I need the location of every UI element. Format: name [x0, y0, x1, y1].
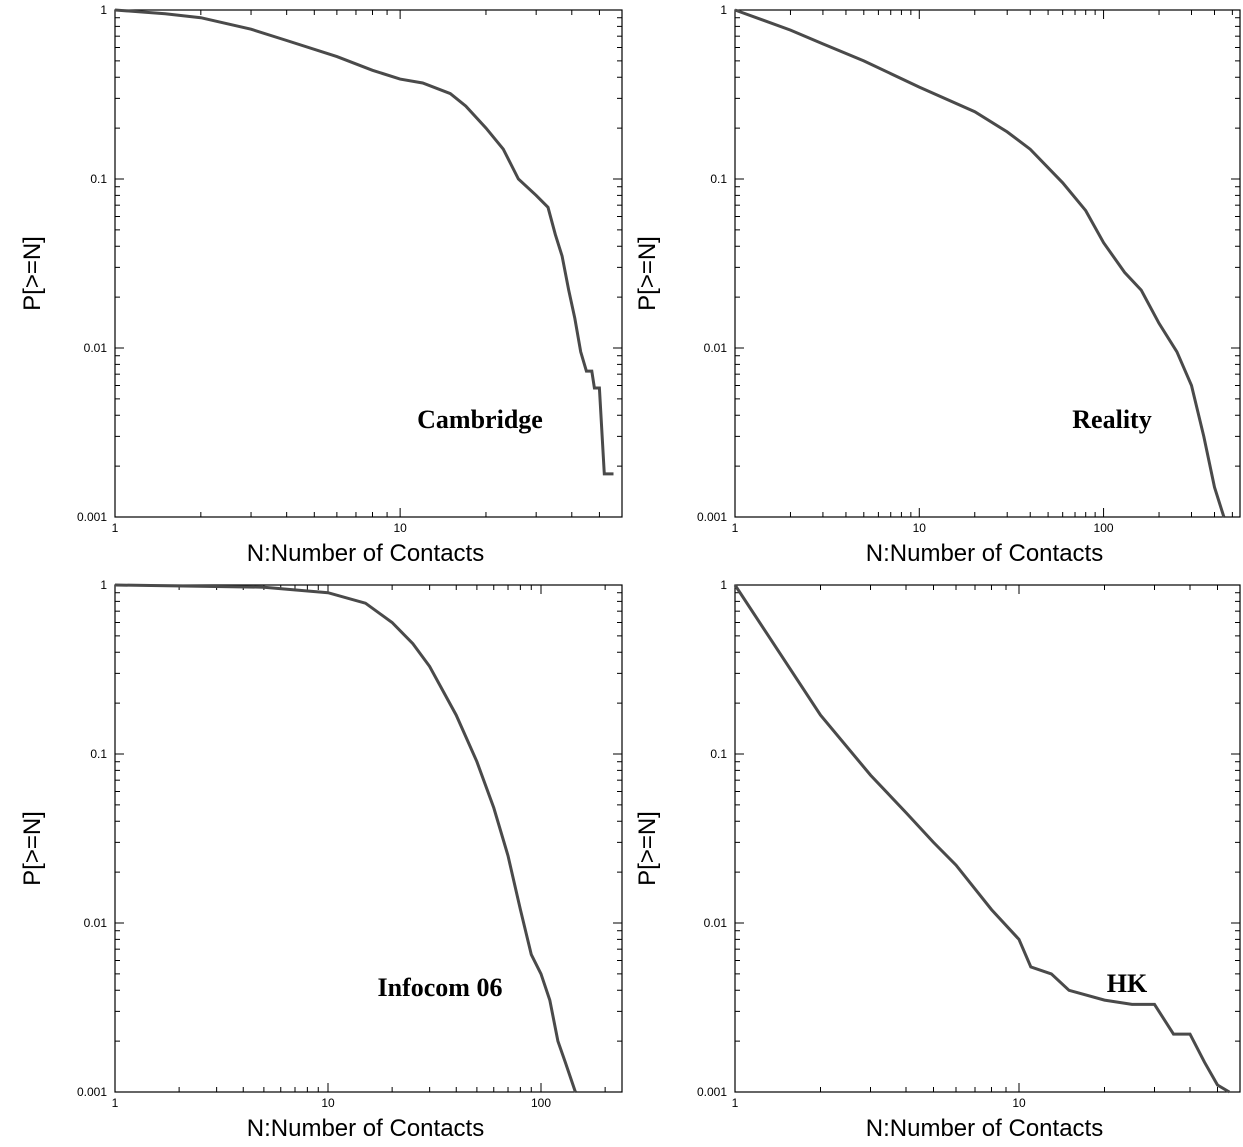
y-tick-label: 1: [720, 578, 727, 592]
y-axis-label: P[>=N]: [19, 811, 46, 886]
y-axis-label: P[>=N]: [19, 236, 46, 311]
dataset-annotation: Reality: [1072, 405, 1151, 434]
y-tick-label: 0.01: [84, 341, 108, 355]
y-axis-label: P[>=N]: [634, 236, 661, 311]
x-tick-label: 1: [732, 1096, 739, 1110]
x-tick-label: 10: [321, 1096, 335, 1110]
y-tick-label: 0.1: [710, 747, 727, 761]
dataset-annotation: Cambridge: [417, 405, 543, 434]
series-line: [734, 8, 1226, 518]
x-tick-label: 1: [732, 521, 739, 535]
x-tick-label: 1: [112, 521, 119, 535]
x-tick-label: 100: [1094, 521, 1114, 535]
y-tick-label: 0.1: [710, 172, 727, 186]
plot-frame: [734, 584, 1241, 1093]
y-tick-label: 0.01: [704, 916, 728, 930]
y-tick-label: 0.001: [77, 510, 107, 524]
chart-panel-1: 1 0.1 0.01 0.001 1 10 N:Number of Contacts P[>=…: [19, 3, 623, 567]
y-tick-label: 0.1: [90, 747, 107, 761]
x-tick-label: 1: [112, 1096, 119, 1110]
x-axis-label: N:Number of Contacts: [247, 1115, 484, 1142]
plot-frame: [114, 584, 623, 1093]
x-tick-label: 10: [1012, 1096, 1026, 1110]
x-axis-label: N:Number of Contacts: [866, 1115, 1103, 1142]
chart-panel-3: 1 0.1 0.01 0.001 1 10 100 N:Number of Contacts P…: [19, 578, 623, 1142]
series-line: [114, 8, 614, 476]
dataset-annotation: Infocom 06: [378, 973, 503, 1002]
y-tick-label: 0.01: [84, 916, 108, 930]
chart-panel-4: 1 0.1 0.01 0.001 1 10 N:Number of Contacts P[>=…: [634, 578, 1241, 1142]
plot-frame: [114, 9, 623, 518]
dataset-annotation: HK: [1107, 969, 1148, 998]
x-axis-label: N:Number of Contacts: [866, 540, 1103, 567]
chart-panel-2: 1 0.1 0.01 0.001 1 10 100 N:Number of Contacts P…: [634, 3, 1241, 567]
y-tick-label: 1: [100, 3, 107, 17]
y-axis-label: P[>=N]: [634, 811, 661, 886]
y-tick-label: 1: [100, 578, 107, 592]
x-tick-label: 100: [531, 1096, 551, 1110]
y-tick-label: 0.001: [77, 1085, 107, 1099]
y-tick-label: 1: [720, 3, 727, 17]
y-tick-label: 0.01: [704, 341, 728, 355]
x-tick-label: 10: [913, 521, 927, 535]
series-line: [733, 584, 1231, 1094]
series-line: [114, 583, 577, 1093]
x-tick-label: 10: [393, 521, 407, 535]
plot-frame: [734, 9, 1241, 518]
x-axis-label: N:Number of Contacts: [247, 540, 484, 567]
y-tick-label: 0.001: [697, 1085, 727, 1099]
y-tick-label: 0.001: [697, 510, 727, 524]
y-tick-label: 0.1: [90, 172, 107, 186]
